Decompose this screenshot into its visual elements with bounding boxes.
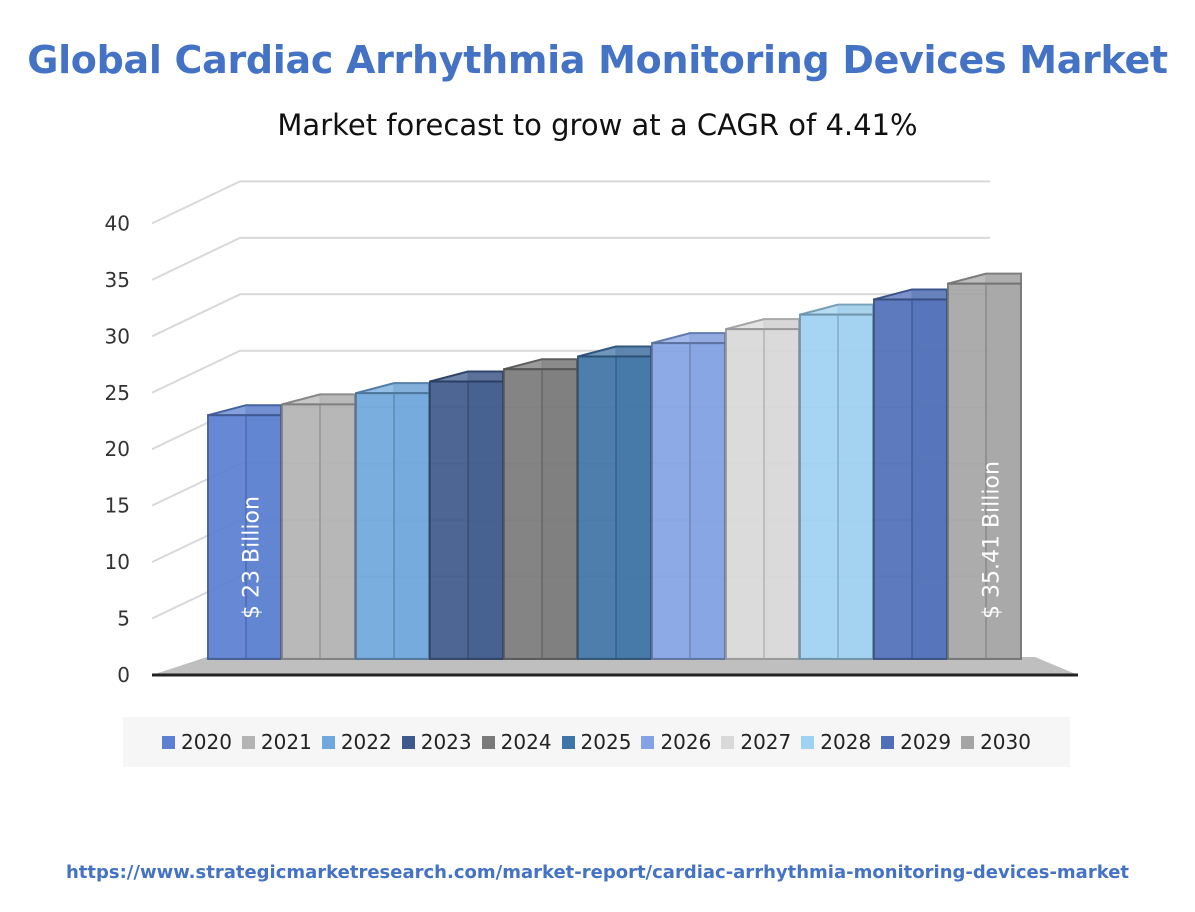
bar-2025 (577, 345, 652, 660)
legend-item-2026: 2026 (641, 730, 711, 754)
legend-swatch (721, 735, 735, 749)
y-tick-label: 15 (105, 494, 130, 518)
bar-2030 (947, 272, 1022, 660)
bar-2029 (873, 288, 948, 660)
legend-swatch (162, 735, 176, 749)
bar-2020 (207, 404, 282, 661)
bar-front (947, 282, 1022, 660)
legend-label: 2030 (980, 730, 1031, 754)
bar-2026 (651, 332, 726, 660)
bar-front (503, 368, 578, 660)
legend-swatch (641, 735, 655, 749)
legend-label: 2027 (740, 730, 792, 754)
data-label-2020: $ 23 Billion (240, 496, 265, 619)
legend-item-2020: 2020 (162, 730, 232, 754)
legend-label: 2021 (260, 730, 312, 754)
chart-floor (152, 657, 1078, 675)
legend-swatch (961, 735, 975, 749)
bar-front (873, 298, 948, 660)
bar-2022 (355, 382, 430, 660)
bar-2027 (725, 318, 800, 660)
legend-label: 2028 (820, 730, 872, 754)
bar-front (577, 355, 652, 660)
gridline (151, 180, 990, 225)
y-tick-label: 30 (105, 324, 130, 348)
bar-front (725, 328, 800, 660)
legend-item-2025: 2025 (561, 730, 632, 754)
legend-item-2024: 2024 (481, 730, 552, 754)
bar-2024 (503, 358, 578, 660)
legend-swatch (881, 735, 895, 749)
bar-front (281, 403, 356, 660)
y-tick-label: 10 (105, 550, 130, 574)
legend-label: 2020 (181, 730, 232, 754)
bar-front (207, 414, 282, 661)
legend-label: 2023 (420, 730, 472, 754)
y-tick-label: 40 (105, 211, 130, 235)
legend-swatch (801, 735, 815, 749)
bar-2023 (429, 370, 504, 660)
legend-item-2021: 2021 (241, 730, 312, 754)
y-tick-label: 20 (105, 437, 130, 461)
bar-2021 (281, 393, 356, 660)
data-label-2030: $ 35.41 Billion (980, 461, 1005, 619)
source-url[interactable]: https://www.strategicmarketresearch.com/… (65, 862, 1130, 883)
y-tick-label: 5 (117, 607, 130, 631)
legend-swatch (321, 735, 335, 749)
y-tick-label: 25 (105, 381, 130, 405)
y-tick-label: 35 (105, 268, 130, 292)
y-tick-label: 0 (117, 663, 130, 687)
gridline (151, 293, 990, 338)
legend-swatch (481, 735, 495, 749)
gridline (151, 236, 990, 281)
legend-label: 2025 (580, 730, 632, 754)
legend-item-2027: 2027 (721, 730, 791, 754)
chart-legend: 2020 2021 2022 2023 2024 2025 2026 2027 2028 2029… (123, 717, 1070, 767)
chart-subtitle: Market forecast to grow at a CAGR of 4.4… (277, 108, 918, 142)
bar-2028 (799, 303, 874, 660)
legend-item-2023: 2023 (401, 730, 472, 754)
legend-label: 2022 (340, 730, 392, 754)
legend-item-2022: 2022 (321, 730, 392, 754)
bar-front (355, 392, 430, 660)
legend-item-2030: 2030 (961, 730, 1031, 754)
legend-swatch (241, 735, 255, 749)
legend-swatch (561, 735, 575, 749)
legend-label: 2026 (660, 730, 712, 754)
chart-title: Global Cardiac Arrhythmia Monitoring Dev… (27, 38, 1168, 82)
legend-label: 2024 (500, 730, 552, 754)
legend-item-2028: 2028 (801, 730, 871, 754)
legend-item-2029: 2029 (881, 730, 951, 754)
bar-front (651, 342, 726, 660)
legend-swatch (401, 735, 415, 749)
bar-front (429, 380, 504, 660)
bar-front (799, 313, 874, 660)
legend-label: 2029 (900, 730, 952, 754)
